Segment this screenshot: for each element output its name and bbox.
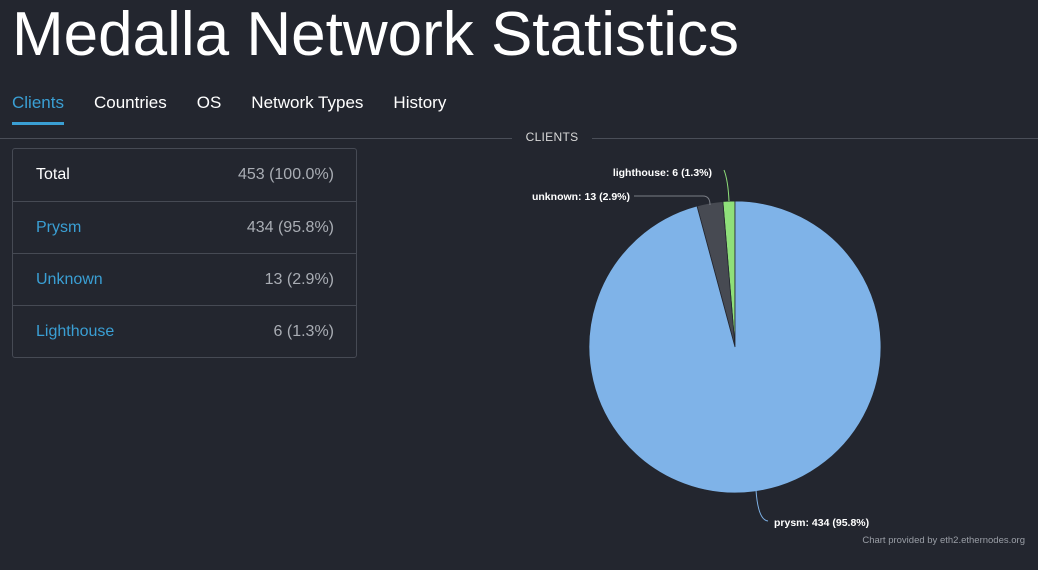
tab-clients[interactable]: Clients (12, 90, 64, 125)
section-divider-right (592, 138, 1038, 139)
table-row-prysm: Prysm 434 (95.8%) (13, 201, 356, 253)
tab-bar: Clients Countries OS Network Types Histo… (12, 90, 476, 128)
page-title: Medalla Network Statistics (12, 0, 740, 69)
table-row-total: Total 453 (100.0%) (13, 149, 356, 201)
pie-label-prysm: prysm: 434 (95.8%) (774, 517, 869, 529)
pie-label-unknown: unknown: 13 (2.9%) (532, 191, 630, 203)
client-link-unknown[interactable]: Unknown (36, 270, 103, 288)
section-divider-left (0, 138, 512, 139)
client-link-prysm[interactable]: Prysm (36, 218, 82, 236)
clients-table: Total 453 (100.0%) Prysm 434 (95.8%) Unk… (12, 148, 357, 358)
pie-slice-prysm[interactable] (588, 200, 882, 494)
client-link-lighthouse[interactable]: Lighthouse (36, 322, 115, 340)
pie-label-connector-unknown (634, 195, 711, 206)
pie-label-lighthouse: lighthouse: 6 (1.3%) (613, 167, 712, 179)
client-count: 13 (2.9%) (264, 270, 334, 288)
table-row-unknown: Unknown 13 (2.9%) (13, 253, 356, 305)
pie-label-connector-lighthouse (723, 169, 730, 202)
client-count: 6 (1.3%) (273, 322, 334, 340)
section-label: CLIENTS (519, 130, 585, 144)
tab-countries[interactable]: Countries (93, 93, 167, 112)
chart-credit[interactable]: Chart provided by eth2.ethernodes.org (862, 535, 1025, 546)
pie-label-connector-prysm (755, 489, 769, 522)
client-count: 434 (95.8%) (246, 218, 334, 236)
client-name: Total (36, 166, 70, 183)
tab-history[interactable]: History (393, 93, 447, 112)
table-row-lighthouse: Lighthouse 6 (1.3%) (13, 305, 356, 357)
client-count: 453 (100.0%) (237, 166, 334, 183)
tab-os[interactable]: OS (196, 93, 222, 112)
tab-network-types[interactable]: Network Types (251, 93, 364, 112)
